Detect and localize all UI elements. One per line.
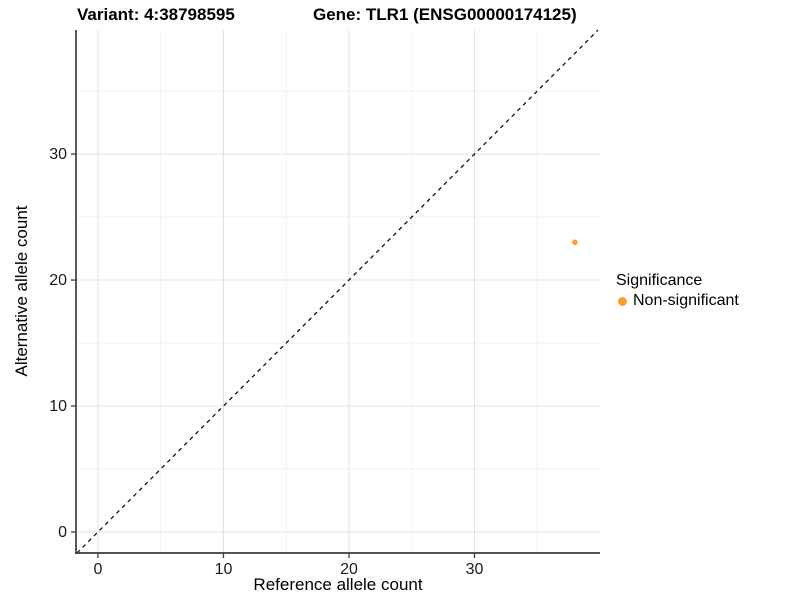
plot-title-variant: Variant: 4:38798595 [77, 5, 235, 24]
x-tick-label: 20 [340, 561, 358, 578]
legend: Significance Non-significant [616, 272, 739, 310]
plot-title-gene: Gene: TLR1 (ENSG00000174125) [313, 5, 577, 24]
y-tick-label: 20 [49, 272, 67, 289]
identity-line [76, 29, 599, 554]
x-tick-label: 10 [215, 561, 233, 578]
x-tick-label: 30 [466, 561, 484, 578]
legend-key-dot-icon [618, 296, 627, 306]
y-tick-label: 10 [49, 398, 67, 415]
y-tick-label: 30 [49, 146, 67, 163]
x-axis-title: Reference allele count [253, 575, 423, 594]
legend-item-non-significant: Non-significant [616, 292, 739, 310]
x-tick-label: 0 [94, 561, 103, 578]
data-point [572, 239, 578, 246]
legend-title: Significance [616, 272, 703, 289]
y-axis-title: Alternative allele count [12, 205, 31, 377]
y-tick-label: 0 [58, 524, 67, 541]
legend-item-label: Non-significant [633, 292, 739, 309]
